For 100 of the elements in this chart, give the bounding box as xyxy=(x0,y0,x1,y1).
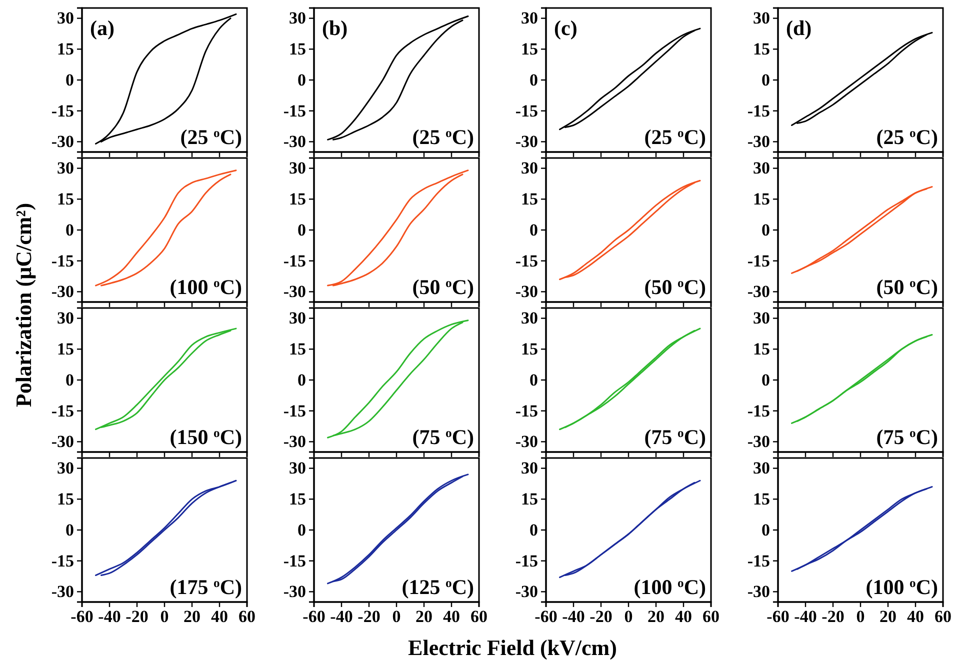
y-tick-label: 15 xyxy=(289,340,306,359)
x-tick-label: -20 xyxy=(358,607,380,626)
y-tick-label: 0 xyxy=(762,370,770,390)
x-tick-label: -20 xyxy=(822,607,844,626)
annotation: (75 $^{o}$C) xyxy=(876,425,938,449)
y-tick-label: -15 xyxy=(283,251,306,270)
y-tick-label: -15 xyxy=(51,101,74,120)
x-tick-label: -60 xyxy=(766,607,790,626)
annotation: (25 $^{o}$C) xyxy=(644,125,706,149)
y-tick-label: 0 xyxy=(298,70,306,90)
x-tick-label: 0 xyxy=(392,607,401,626)
y-tick-label: 30 xyxy=(753,158,770,178)
x-tick-label: -40 xyxy=(562,607,585,626)
y-tick-label: 0 xyxy=(298,370,306,390)
annotation: (50 $^{o}$C) xyxy=(644,275,706,299)
y-tick-label: 30 xyxy=(521,458,538,478)
x-axis-title: Electric Field (kV/cm) xyxy=(408,635,617,660)
annotation: (100 $^{o}$C) xyxy=(170,275,242,299)
y-tick-label: 15 xyxy=(289,40,306,59)
y-tick-label: -15 xyxy=(515,101,538,120)
annotation: (125 $^{o}$C) xyxy=(402,575,474,599)
annotation: (25 $^{o}$C) xyxy=(876,125,938,149)
y-tick-label: 30 xyxy=(57,8,74,28)
y-tick-label: -30 xyxy=(51,282,74,302)
y-tick-label: 30 xyxy=(753,8,770,28)
x-tick-label: -60 xyxy=(70,607,94,626)
x-tick-label: 20 xyxy=(184,607,200,626)
y-tick-label: -15 xyxy=(747,101,770,120)
y-tick-label: -15 xyxy=(283,401,306,420)
y-tick-label: 30 xyxy=(521,8,538,28)
y-tick-label: 15 xyxy=(521,190,538,209)
annotation: (75 $^{o}$C) xyxy=(644,425,706,449)
y-tick-label: 30 xyxy=(57,158,74,178)
annotation: (75 $^{o}$C) xyxy=(412,425,474,449)
annotation: (c) xyxy=(554,16,578,40)
y-tick-label: -30 xyxy=(283,582,306,602)
y-tick-label: 0 xyxy=(66,220,74,240)
y-tick-label: 15 xyxy=(753,40,770,59)
y-tick-label: 0 xyxy=(530,70,538,90)
y-tick-label: 0 xyxy=(762,520,770,540)
x-tick-label: -40 xyxy=(98,607,121,626)
y-tick-label: -15 xyxy=(283,551,306,570)
x-tick-label: 60 xyxy=(702,607,720,626)
y-tick-label: -15 xyxy=(747,551,770,570)
y-tick-label: 0 xyxy=(66,70,74,90)
y-tick-label: 0 xyxy=(298,520,306,540)
y-tick-label: -30 xyxy=(283,132,306,152)
y-tick-label: -30 xyxy=(51,132,74,152)
annotation: (25 $^{o}$C) xyxy=(412,125,474,149)
y-tick-label: 15 xyxy=(57,490,74,509)
annotation: (175 $^{o}$C) xyxy=(170,575,242,599)
y-tick-label: -30 xyxy=(747,582,770,602)
y-tick-label: 0 xyxy=(66,520,74,540)
y-tick-label: -15 xyxy=(51,401,74,420)
y-tick-label: 15 xyxy=(57,40,74,59)
annotation: (a) xyxy=(90,16,114,40)
y-tick-label: 0 xyxy=(298,220,306,240)
y-tick-label: 15 xyxy=(57,340,74,359)
y-tick-label: -15 xyxy=(51,251,74,270)
y-tick-label: 30 xyxy=(289,458,306,478)
y-tick-label: -30 xyxy=(515,432,538,452)
annotation: (25 $^{o}$C) xyxy=(180,125,242,149)
y-tick-label: -30 xyxy=(283,282,306,302)
x-tick-label: 20 xyxy=(416,607,432,626)
y-tick-label: 0 xyxy=(530,520,538,540)
y-tick-label: -15 xyxy=(747,401,770,420)
y-tick-label: -30 xyxy=(747,282,770,302)
y-tick-label: 30 xyxy=(753,458,770,478)
x-tick-label: 40 xyxy=(443,607,460,626)
y-tick-label: 30 xyxy=(521,158,538,178)
y-tick-label: 0 xyxy=(530,220,538,240)
x-tick-label: -60 xyxy=(534,607,558,626)
y-tick-label: 15 xyxy=(57,190,74,209)
y-tick-label: 15 xyxy=(521,490,538,509)
y-tick-label: 0 xyxy=(762,70,770,90)
y-tick-label: 15 xyxy=(289,490,306,509)
annotation: (100 $^{o}$C) xyxy=(866,575,938,599)
y-tick-label: 15 xyxy=(753,190,770,209)
y-tick-label: -15 xyxy=(747,251,770,270)
y-tick-label: 15 xyxy=(753,340,770,359)
annotation: (50 $^{o}$C) xyxy=(412,275,474,299)
y-tick-label: 15 xyxy=(521,340,538,359)
y-tick-label: 30 xyxy=(753,308,770,328)
y-tick-label: -30 xyxy=(283,432,306,452)
x-tick-label: -20 xyxy=(126,607,148,626)
y-tick-label: 0 xyxy=(530,370,538,390)
x-tick-label: 60 xyxy=(238,607,256,626)
annotation: (150 $^{o}$C) xyxy=(170,425,242,449)
y-tick-label: 15 xyxy=(289,190,306,209)
y-tick-label: -15 xyxy=(515,251,538,270)
y-axis-title: Polarization (μC/cm²) xyxy=(11,202,36,408)
y-tick-label: 0 xyxy=(66,370,74,390)
y-tick-label: -15 xyxy=(515,551,538,570)
annotation: (50 $^{o}$C) xyxy=(876,275,938,299)
y-tick-label: -30 xyxy=(747,132,770,152)
y-tick-label: 30 xyxy=(289,8,306,28)
x-tick-label: 0 xyxy=(160,607,169,626)
y-tick-label: -15 xyxy=(515,401,538,420)
x-tick-label: -20 xyxy=(590,607,612,626)
x-tick-label: 0 xyxy=(624,607,633,626)
